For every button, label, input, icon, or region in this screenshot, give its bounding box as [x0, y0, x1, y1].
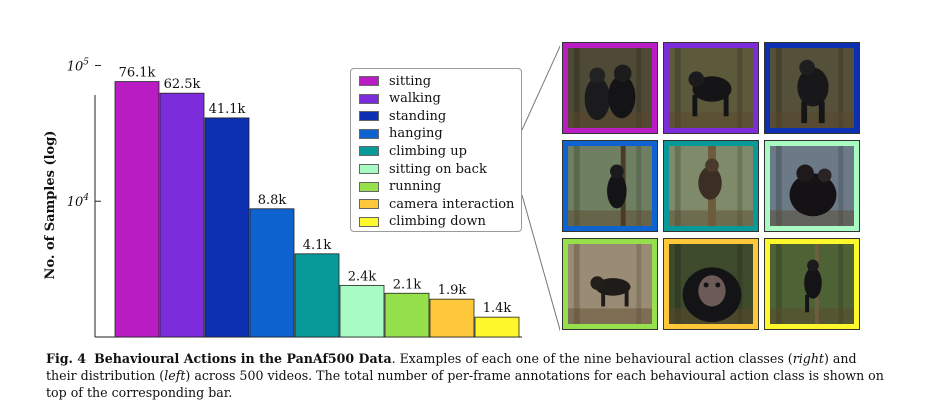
- bar-label-sitting: 76.1k: [119, 66, 156, 81]
- chimpanzee-photo: [669, 244, 753, 324]
- behaviour-image-sitting-on-back: [764, 140, 860, 232]
- chimpanzee-photo: [568, 146, 652, 226]
- zoom-connector-top: [521, 45, 560, 131]
- behaviour-image-sitting: [562, 42, 658, 134]
- bar-sitting: [114, 81, 160, 338]
- behaviour-image-climbing-down: [764, 238, 860, 330]
- legend-item-walking: walking: [359, 90, 441, 108]
- chimpanzee-photo: [770, 48, 854, 128]
- legend-swatch: [359, 199, 379, 210]
- legend-label: climbing up: [389, 143, 467, 159]
- legend-label: hanging: [389, 126, 443, 142]
- legend-swatch: [359, 164, 379, 174]
- legend-label: sitting: [389, 73, 432, 89]
- behaviour-image-standing: [764, 42, 860, 134]
- legend-label: walking: [389, 91, 441, 107]
- caption-text-3: ) across 500 videos. The total number of…: [46, 368, 884, 400]
- bar-running: [384, 292, 430, 338]
- legend-swatch: [359, 111, 379, 122]
- legend-item-hanging: hanging: [359, 125, 443, 143]
- chart-legend: sitting walking standing hanging climbing up…: [350, 68, 522, 232]
- caption-right: right: [792, 351, 824, 366]
- caption-text-2: ) and their distribution (: [46, 351, 857, 383]
- bar-label-climbing-down: 1.4k: [483, 301, 512, 316]
- legend-item-climbing-up: climbing up: [359, 142, 467, 160]
- legend-swatch: [359, 128, 379, 139]
- bar-camera-interaction: [429, 298, 475, 338]
- legend-label: standing: [389, 108, 447, 124]
- chart-bars: [114, 81, 520, 338]
- legend-swatch: [359, 216, 379, 227]
- y-axis-label-text: No. of Samples (log): [43, 131, 58, 280]
- chart-y-ticks: 105 104: [67, 57, 101, 210]
- behaviour-image-walking: [663, 42, 759, 134]
- legend-swatch: [359, 76, 379, 86]
- legend-label: running: [389, 179, 442, 195]
- behaviour-image-climbing-up: [663, 140, 759, 232]
- behaviour-image-hanging: [562, 140, 658, 232]
- legend-item-sitting: sitting: [359, 72, 431, 90]
- y-axis-label: No. of Samples (log): [43, 131, 58, 280]
- chimpanzee-photo: [669, 146, 753, 226]
- chimpanzee-photo: [770, 146, 854, 226]
- chimpanzee-photo: [568, 244, 652, 324]
- legend-swatch: [359, 93, 379, 104]
- behaviour-image-camera-interaction: [663, 238, 759, 330]
- bar-label-walking: 62.5k: [164, 77, 201, 92]
- legend-item-sitting-on-back: sitting on back: [359, 160, 487, 178]
- behaviour-image-running: [562, 238, 658, 330]
- caption-text-1: . Examples of each one of the nine behav…: [391, 351, 793, 366]
- caption-left: left: [164, 368, 186, 383]
- bar-walking: [159, 92, 205, 338]
- bar-label-standing: 41.1k: [209, 102, 246, 117]
- y-tick-label: 105: [67, 57, 90, 74]
- bar-label-sitting-on-back: 2.4k: [348, 269, 377, 284]
- legend-item-climbing-down: climbing down: [359, 213, 486, 231]
- bar-climbing-up: [294, 253, 340, 338]
- y-tick-label: 104: [67, 193, 90, 210]
- bar-sitting-on-back: [339, 284, 385, 338]
- caption-label: Fig. 4: [46, 351, 87, 366]
- chimpanzee-photo: [770, 244, 854, 324]
- chimpanzee-photo: [669, 48, 753, 128]
- bar-label-camera-interaction: 1.9k: [438, 283, 467, 298]
- zoom-connector-bottom: [521, 194, 560, 332]
- bar-label-running: 2.1k: [393, 277, 422, 292]
- chart-data-labels: 76.1k 62.5k 41.1k 8.8k 4.1k 2.4k 2.1k 1.9k 1.4k: [119, 66, 512, 317]
- legend-swatch: [359, 181, 379, 192]
- chimpanzee-photo: [568, 48, 652, 128]
- legend-label: climbing down: [389, 214, 486, 230]
- bar-standing: [204, 117, 250, 338]
- caption-title: Behavioural Actions in the PanAf500 Data: [94, 351, 392, 366]
- legend-item-camera-interaction: camera interaction: [359, 195, 514, 213]
- bar-climbing-down: [474, 316, 520, 338]
- legend-item-standing: standing: [359, 107, 446, 125]
- behaviour-image-grid: [562, 42, 864, 337]
- legend-label: camera interaction: [389, 196, 515, 212]
- legend-label: sitting on back: [389, 161, 487, 177]
- bar-label-hanging: 8.8k: [258, 193, 287, 208]
- legend-swatch: [359, 146, 379, 157]
- legend-item-running: running: [359, 178, 441, 196]
- bar-hanging: [249, 208, 295, 338]
- figure-caption: Fig. 4 Behavioural Actions in the PanAf5…: [46, 350, 886, 401]
- bar-label-climbing-up: 4.1k: [303, 238, 332, 253]
